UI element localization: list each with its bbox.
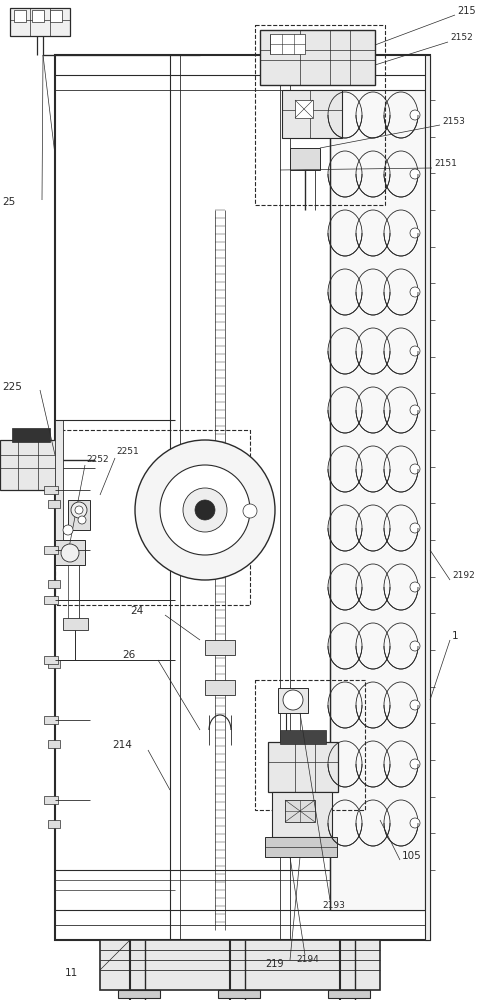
Circle shape	[160, 465, 250, 555]
Bar	[55, 430, 250, 605]
Circle shape	[410, 700, 420, 710]
Bar	[50, 10, 62, 22]
Bar	[32, 10, 44, 22]
Circle shape	[75, 506, 83, 514]
Circle shape	[410, 818, 420, 828]
Circle shape	[410, 287, 420, 297]
Bar	[44, 716, 58, 724]
Circle shape	[61, 544, 79, 562]
Text: 2152: 2152	[450, 33, 473, 42]
Text: 225: 225	[2, 382, 22, 392]
Bar	[205, 640, 235, 655]
Circle shape	[71, 502, 87, 518]
Bar	[55, 420, 63, 540]
Bar	[48, 580, 60, 588]
Bar	[260, 30, 375, 85]
Bar	[63, 618, 88, 630]
Circle shape	[410, 169, 420, 179]
Bar	[44, 486, 58, 494]
Text: 2193: 2193	[322, 900, 345, 910]
Bar	[330, 90, 425, 910]
Text: 214: 214	[112, 740, 132, 750]
Circle shape	[283, 690, 303, 710]
Bar	[44, 546, 58, 554]
Bar	[280, 730, 326, 744]
Bar	[295, 100, 313, 118]
Bar	[205, 680, 235, 695]
Bar	[100, 940, 380, 990]
Bar	[55, 540, 85, 565]
Text: 219: 219	[265, 959, 283, 969]
Text: 2151: 2151	[434, 159, 457, 168]
Circle shape	[183, 488, 227, 532]
Circle shape	[410, 523, 420, 533]
Text: 2192: 2192	[452, 572, 475, 580]
Bar	[44, 656, 58, 664]
Bar	[285, 800, 315, 822]
Text: 2251: 2251	[116, 448, 139, 456]
Text: 1: 1	[452, 631, 459, 641]
Text: 2153: 2153	[442, 116, 465, 125]
Circle shape	[135, 440, 275, 580]
Circle shape	[410, 346, 420, 356]
Bar	[68, 500, 90, 530]
Bar	[118, 990, 160, 998]
Bar	[290, 148, 320, 170]
Bar	[270, 34, 305, 54]
Text: 26: 26	[122, 650, 135, 660]
Bar	[240, 502, 260, 520]
Circle shape	[410, 228, 420, 238]
Bar	[48, 740, 60, 748]
Text: 215: 215	[457, 6, 476, 16]
Bar	[218, 990, 260, 998]
Circle shape	[195, 500, 215, 520]
Text: 24: 24	[130, 606, 143, 616]
Bar	[44, 596, 58, 604]
Bar	[268, 742, 338, 792]
Bar	[255, 25, 385, 205]
Bar	[278, 688, 308, 713]
Text: 25: 25	[2, 197, 15, 207]
Bar	[425, 55, 430, 940]
Bar	[12, 428, 50, 442]
Bar	[44, 796, 58, 804]
Bar	[328, 990, 370, 998]
Circle shape	[410, 641, 420, 651]
Bar	[48, 660, 60, 668]
Text: 2252: 2252	[86, 456, 108, 464]
Circle shape	[410, 110, 420, 120]
Bar	[272, 792, 332, 837]
Circle shape	[410, 405, 420, 415]
Bar	[0, 440, 62, 490]
Bar	[55, 55, 430, 940]
Circle shape	[63, 525, 73, 535]
Text: 2194: 2194	[296, 956, 319, 964]
Bar	[265, 837, 337, 857]
Bar	[14, 10, 26, 22]
Text: 11: 11	[65, 968, 78, 978]
Circle shape	[410, 582, 420, 592]
Text: 105: 105	[402, 851, 422, 861]
Circle shape	[243, 504, 257, 518]
Bar	[10, 8, 70, 36]
Bar	[282, 90, 342, 138]
Circle shape	[78, 516, 86, 524]
Circle shape	[410, 759, 420, 769]
Bar	[48, 500, 60, 508]
Bar	[255, 680, 365, 810]
Circle shape	[410, 464, 420, 474]
Bar	[48, 820, 60, 828]
